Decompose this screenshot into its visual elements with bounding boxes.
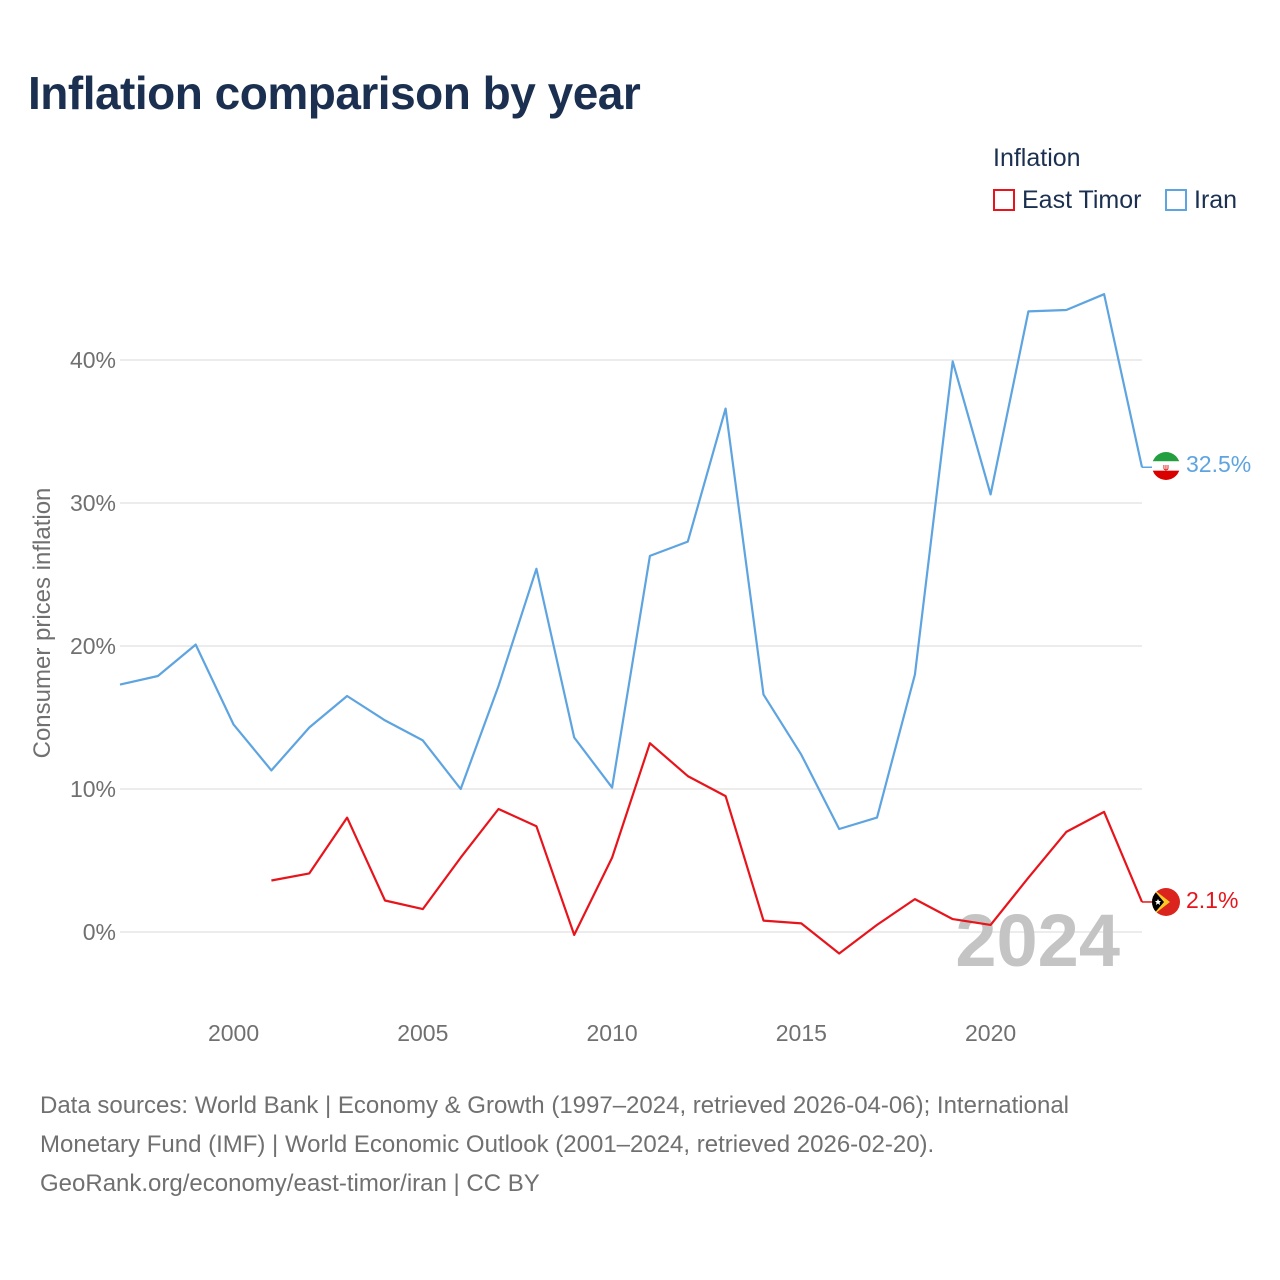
y-tick-label: 30% <box>70 490 116 516</box>
legend-title: Inflation <box>993 144 1081 172</box>
x-tick-label: 2000 <box>208 1020 259 1046</box>
y-axis-label: Consumer prices inflation <box>29 488 56 759</box>
footer-sources: Data sources: World Bank | Economy & Gro… <box>40 1086 1240 1203</box>
series-line-east-timor <box>271 742 1144 955</box>
y-tick-label: 20% <box>70 633 116 659</box>
iran-flag-icon: ψ <box>1152 452 1180 480</box>
y-tick-label: 40% <box>70 347 116 373</box>
year-watermark: 2024 <box>955 899 1120 982</box>
x-tick-label: 2010 <box>586 1020 637 1046</box>
y-tick-label: 10% <box>70 776 116 802</box>
line-chart: 0% 10% 20% 30% 40% 2000 2005 2010 2015 2020 Cons… <box>29 293 1251 1046</box>
legend-label-iran: Iran <box>1194 185 1238 214</box>
footer-line-3: GeoRank.org/economy/east-timor/iran | CC… <box>40 1170 540 1197</box>
x-tick-label: 2015 <box>776 1020 827 1046</box>
legend-swatch-east-timor <box>993 189 1015 211</box>
x-axis-ticks: 2000 2005 2010 2015 2020 <box>208 1020 1016 1046</box>
legend-item-iran[interactable]: Iran <box>1165 186 1237 214</box>
end-label-iran: 32.5% <box>1186 451 1251 477</box>
series-lines <box>119 293 1152 955</box>
x-tick-label: 2020 <box>965 1020 1016 1046</box>
x-tick-label: 2005 <box>397 1020 448 1046</box>
end-label-east-timor: 2.1% <box>1186 887 1238 913</box>
footer-line-2: Monetary Fund (IMF) | World Economic Out… <box>40 1131 935 1158</box>
svg-text:ψ: ψ <box>1163 463 1169 473</box>
legend-label-east-timor: East Timor <box>1022 185 1142 214</box>
legend-item-east-timor[interactable]: East Timor <box>993 186 1141 214</box>
series-line-iran <box>119 293 1144 831</box>
legend-swatch-iran <box>1165 189 1187 211</box>
y-tick-label: 0% <box>83 919 116 945</box>
chart-title: Inflation comparison by year <box>28 67 641 119</box>
y-axis-ticks: 0% 10% 20% 30% 40% <box>70 347 116 945</box>
gridlines <box>120 359 1142 933</box>
footer-line-1: Data sources: World Bank | Economy & Gro… <box>40 1092 1070 1119</box>
east-timor-flag-icon <box>1152 888 1180 916</box>
